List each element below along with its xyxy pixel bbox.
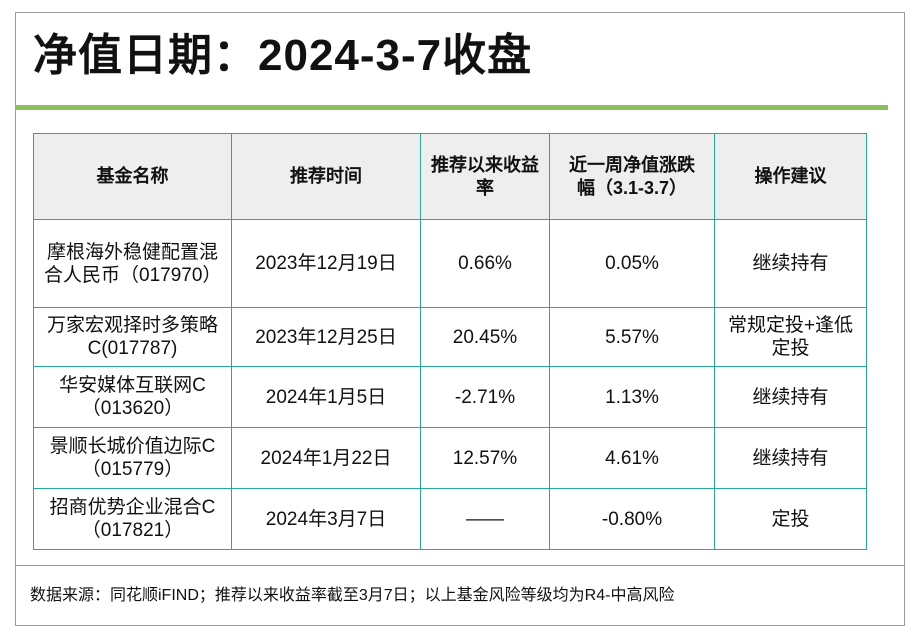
page-frame <box>15 12 905 626</box>
cell-fund-name: 摩根海外稳健配置混合人民币（017970） <box>33 219 232 308</box>
cell-weekly-change: -0.80% <box>549 488 715 550</box>
table-row: 摩根海外稳健配置混合人民币（017970） 2023年12月19日 0.66% 0.0… <box>33 219 867 308</box>
table-row: 华安媒体互联网C（013620） 2024年1月5日 -2.71% 1.13% 继续持有 <box>33 366 867 428</box>
cell-recommend-date: 2024年1月22日 <box>231 427 421 489</box>
cell-weekly-change: 0.05% <box>549 219 715 308</box>
table-row: 万家宏观择时多策略C(017787) 2023年12月25日 20.45% 5.57%… <box>33 307 867 367</box>
table-row: 招商优势企业混合C（017821） 2024年3月7日 —— -0.80% 定投 <box>33 488 867 550</box>
cell-return-since: 12.57% <box>420 427 550 489</box>
fund-table: 基金名称 推荐时间 推荐以来收益率 近一周净值涨跌幅（3.1-3.7） 操作建议… <box>33 133 867 550</box>
cell-weekly-change: 1.13% <box>549 366 715 428</box>
cell-return-since: —— <box>420 488 550 550</box>
cell-fund-name: 招商优势企业混合C（017821） <box>33 488 232 550</box>
cell-recommend-date: 2024年3月7日 <box>231 488 421 550</box>
page-title: 净值日期：2024-3-7收盘 <box>33 31 533 80</box>
cell-recommend-date: 2023年12月25日 <box>231 307 421 367</box>
cell-fund-name: 华安媒体互联网C（013620） <box>33 366 232 428</box>
cell-advice: 继续持有 <box>714 219 867 308</box>
header-return-since: 推荐以来收益率 <box>420 133 550 220</box>
cell-fund-name: 万家宏观择时多策略C(017787) <box>33 307 232 367</box>
accent-divider <box>15 105 888 110</box>
cell-recommend-date: 2023年12月19日 <box>231 219 421 308</box>
cell-advice: 继续持有 <box>714 366 867 428</box>
cell-fund-name: 景顺长城价值边际C（015779） <box>33 427 232 489</box>
table-row: 景顺长城价值边际C（015779） 2024年1月22日 12.57% 4.61% 继续… <box>33 427 867 489</box>
cell-weekly-change: 4.61% <box>549 427 715 489</box>
cell-return-since: 0.66% <box>420 219 550 308</box>
source-note: 数据来源：同花顺iFIND；推荐以来收益率截至3月7日；以上基金风险等级均为R4… <box>30 587 675 604</box>
cell-advice: 继续持有 <box>714 427 867 489</box>
header-advice: 操作建议 <box>714 133 867 220</box>
header-fund-name: 基金名称 <box>33 133 232 220</box>
header-weekly-change: 近一周净值涨跌幅（3.1-3.7） <box>549 133 715 220</box>
cell-return-since: 20.45% <box>420 307 550 367</box>
cell-return-since: -2.71% <box>420 366 550 428</box>
header-recommend-date: 推荐时间 <box>231 133 421 220</box>
cell-recommend-date: 2024年1月5日 <box>231 366 421 428</box>
table-header-row: 基金名称 推荐时间 推荐以来收益率 近一周净值涨跌幅（3.1-3.7） 操作建议 <box>33 133 867 220</box>
cell-weekly-change: 5.57% <box>549 307 715 367</box>
cell-advice: 常规定投+逢低定投 <box>714 307 867 367</box>
footer-divider <box>15 565 905 566</box>
cell-advice: 定投 <box>714 488 867 550</box>
